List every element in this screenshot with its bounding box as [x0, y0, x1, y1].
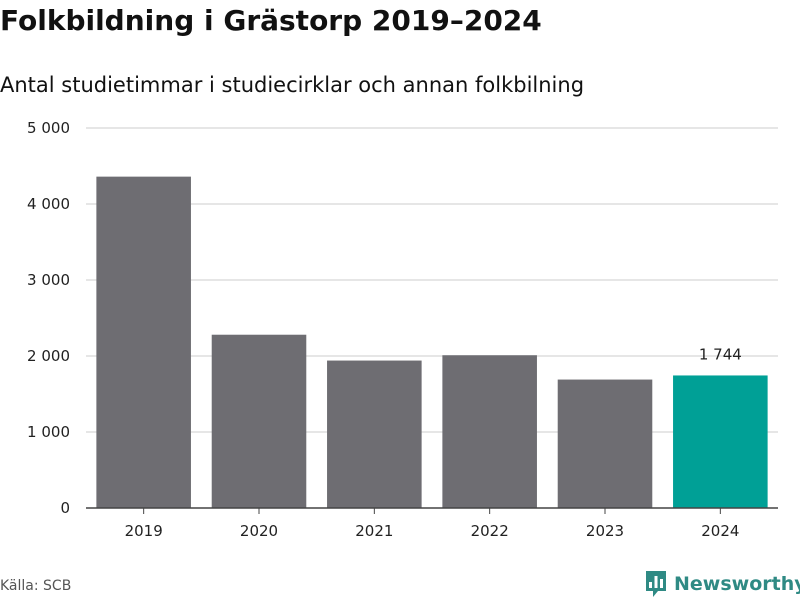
data-label: 1 744: [699, 345, 742, 363]
y-tick-label: 3 000: [27, 271, 70, 289]
x-axis-ticks: 2019 2020 2021 2022 2023 2024: [125, 508, 739, 540]
x-tick-label: 2019: [125, 522, 163, 540]
y-tick-label: 1 000: [27, 423, 70, 441]
newsworthy-logo-icon: [646, 571, 666, 597]
brand-name: Newsworthy: [674, 573, 800, 595]
y-tick-label: 2 000: [27, 347, 70, 365]
x-tick-label: 2022: [471, 522, 509, 540]
bar-2022: [442, 355, 537, 508]
bar-2023: [557, 379, 653, 508]
y-tick-label: 0: [60, 499, 70, 517]
y-tick-label: 5 000: [27, 119, 70, 137]
y-tick-label: 4 000: [27, 195, 70, 213]
gridlines: [86, 127, 778, 433]
brand-logo: Newsworthy: [644, 569, 800, 599]
x-tick-label: 2024: [701, 522, 739, 540]
bar-2021: [327, 360, 422, 508]
x-tick-label: 2023: [586, 522, 624, 540]
chart-title: Folkbildning i Grästorp 2019–2024: [0, 4, 542, 37]
x-tick-label: 2020: [240, 522, 278, 540]
bar-2020: [211, 334, 307, 508]
y-axis-ticks: 0 1 000 2 000 3 000 4 000 5 000: [27, 119, 70, 517]
chart-subtitle: Antal studietimmar i studiecirklar och a…: [0, 73, 585, 97]
bar-2019: [96, 176, 191, 508]
bar-2024: [673, 375, 768, 508]
bars: [96, 176, 768, 508]
x-tick-label: 2021: [355, 522, 393, 540]
data-labels: 1 744: [699, 345, 742, 363]
source-note: Källa: SCB: [0, 578, 72, 594]
